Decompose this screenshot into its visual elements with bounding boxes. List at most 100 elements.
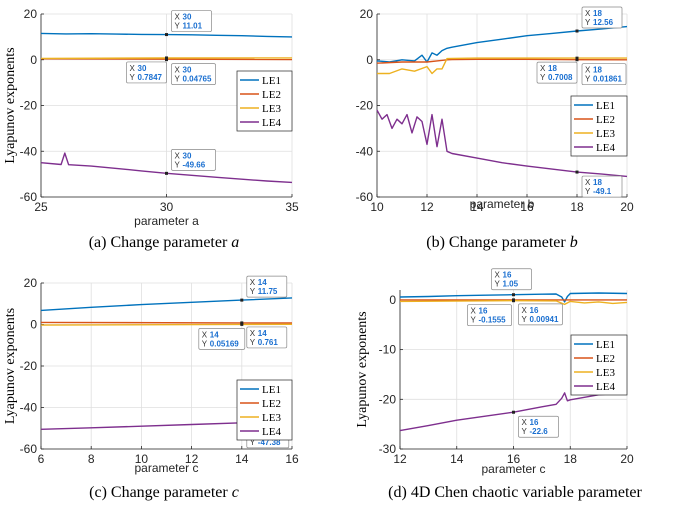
series-line-le3 (40, 323, 293, 326)
datatip-x-value: 30 (183, 13, 192, 22)
datatip-x-value: 18 (593, 66, 602, 75)
x-axis-label: parameter a (134, 214, 199, 228)
legend-label-le4: LE4 (596, 381, 615, 393)
datatip-box (246, 326, 288, 349)
datatip-box (518, 303, 563, 326)
legend-label-le4: LE4 (262, 117, 281, 129)
x-tick-label: 18 (570, 200, 584, 214)
y-tick-label: -60 (20, 190, 38, 204)
datatip-y-value: 12.56 (593, 18, 614, 27)
x-tick-label: 35 (285, 200, 299, 214)
datatip-x-key: X (250, 329, 256, 338)
datatip-marker (575, 170, 579, 174)
datatip-box (126, 61, 167, 84)
datatip-marker (575, 58, 579, 62)
datatip-y-key: Y (585, 75, 591, 84)
chart-panel-c: 6 8 10 12 14 16 20 0 -20 -40 -60 parameter c Lyapuno… (3, 275, 299, 501)
datatip-x-value: 16 (530, 306, 539, 315)
datatip-box (171, 148, 216, 171)
x-axis-label: parameter c (134, 461, 198, 475)
y-tick-label: -30 (379, 442, 397, 456)
y-tick-label: 20 (24, 276, 38, 290)
datatip-x-value: 18 (593, 178, 602, 187)
datatip-box (581, 175, 623, 198)
y-tick-label: -10 (379, 343, 397, 357)
datatip-y-value: 0.05169 (210, 339, 239, 348)
datatip-y-value: 1.05 (503, 280, 519, 289)
y-axis-label: Lyapunov exponents (3, 47, 18, 163)
datatip-x-key: X (522, 418, 528, 427)
datatip-y-key: Y (495, 280, 501, 289)
legend-label-le4: LE4 (262, 426, 281, 438)
series-line-le1 (376, 25, 628, 63)
x-axis-label: parameter b (470, 197, 535, 211)
y-axis-label: Lyapunov exponents (355, 311, 370, 427)
x-tick-label: 20 (620, 452, 634, 466)
x-tick-label: 6 (38, 452, 45, 466)
legend-label-le1: LE1 (262, 384, 281, 396)
datatip-y-value: -49.66 (183, 160, 206, 169)
y-tick-label: -40 (356, 144, 374, 158)
legend-box (570, 334, 628, 396)
x-tick-label: 16 (507, 452, 521, 466)
y-tick-label: 0 (366, 53, 373, 67)
datatip-x-key: X (175, 66, 181, 75)
chart-panel-a: 25 30 35 20 0 -20 -40 -60 parameter a Lyapunov ex… (3, 7, 299, 251)
datatip-y-value: 0.761 (258, 338, 279, 347)
datatip-y-value: 0.04765 (183, 75, 212, 84)
y-tick-label: -60 (356, 190, 374, 204)
panel-caption: (b) Change parameter b (426, 234, 577, 251)
caption-variable: a (231, 234, 239, 251)
y-tick-label: -20 (356, 99, 374, 113)
caption-text: (b) Change parameter (426, 234, 569, 251)
datatip-y-key: Y (471, 316, 477, 325)
x-tick-label: 8 (88, 452, 95, 466)
y-tick-label: -20 (379, 392, 397, 406)
x-tick-label: 25 (34, 200, 48, 214)
y-tick-label: -40 (20, 401, 38, 415)
datatip-y-value: 0.7008 (548, 73, 573, 82)
datatip-x-value: 14 (258, 278, 267, 287)
panel-caption: (a) Change parameter a (89, 234, 240, 251)
datatip-x-key: X (522, 306, 528, 315)
series-line-le3 (377, 57, 627, 75)
x-tick-label: 14 (450, 452, 464, 466)
legend-label-le3: LE3 (596, 367, 615, 379)
y-tick-label: 0 (30, 53, 37, 67)
series-line-le1 (399, 292, 628, 303)
datatip-x-key: X (202, 330, 208, 339)
datatip-x-value: 18 (548, 64, 557, 73)
datatip-y-key: Y (250, 438, 256, 447)
datatip-marker (575, 56, 579, 60)
datatip-box (171, 10, 212, 32)
series-line-le4 (399, 390, 628, 432)
caption-variable: c (232, 484, 239, 501)
datatip-y-key: Y (250, 338, 256, 347)
datatip-x-key: X (585, 178, 591, 187)
x-axis-label: parameter c (481, 462, 545, 476)
datatip-box (198, 328, 246, 350)
datatip-marker (165, 171, 168, 175)
legend-label-le1: LE1 (596, 100, 615, 112)
datatip-marker (512, 293, 515, 297)
datatip-x-value: 14 (258, 329, 267, 338)
y-tick-label: 0 (30, 318, 37, 332)
x-tick-label: 14 (235, 452, 249, 466)
x-tick-label: 30 (160, 200, 174, 214)
x-tick-label: 18 (564, 452, 578, 466)
legend-label-le2: LE2 (596, 353, 615, 365)
datatip-box (467, 304, 512, 327)
legend-label-le3: LE3 (262, 412, 281, 424)
datatip-x-value: 16 (530, 418, 539, 427)
series-line-le4 (376, 109, 628, 178)
datatip-marker (165, 56, 168, 60)
datatip-y-value: 11.75 (258, 287, 278, 296)
datatip-y-key: Y (540, 73, 546, 82)
datatip-x-value: 16 (503, 271, 512, 280)
datatip-y-key: Y (522, 315, 528, 324)
datatip-y-key: Y (250, 287, 256, 296)
datatip-box (518, 415, 559, 438)
datatip-y-key: Y (175, 75, 181, 84)
caption-variable: b (570, 234, 578, 251)
